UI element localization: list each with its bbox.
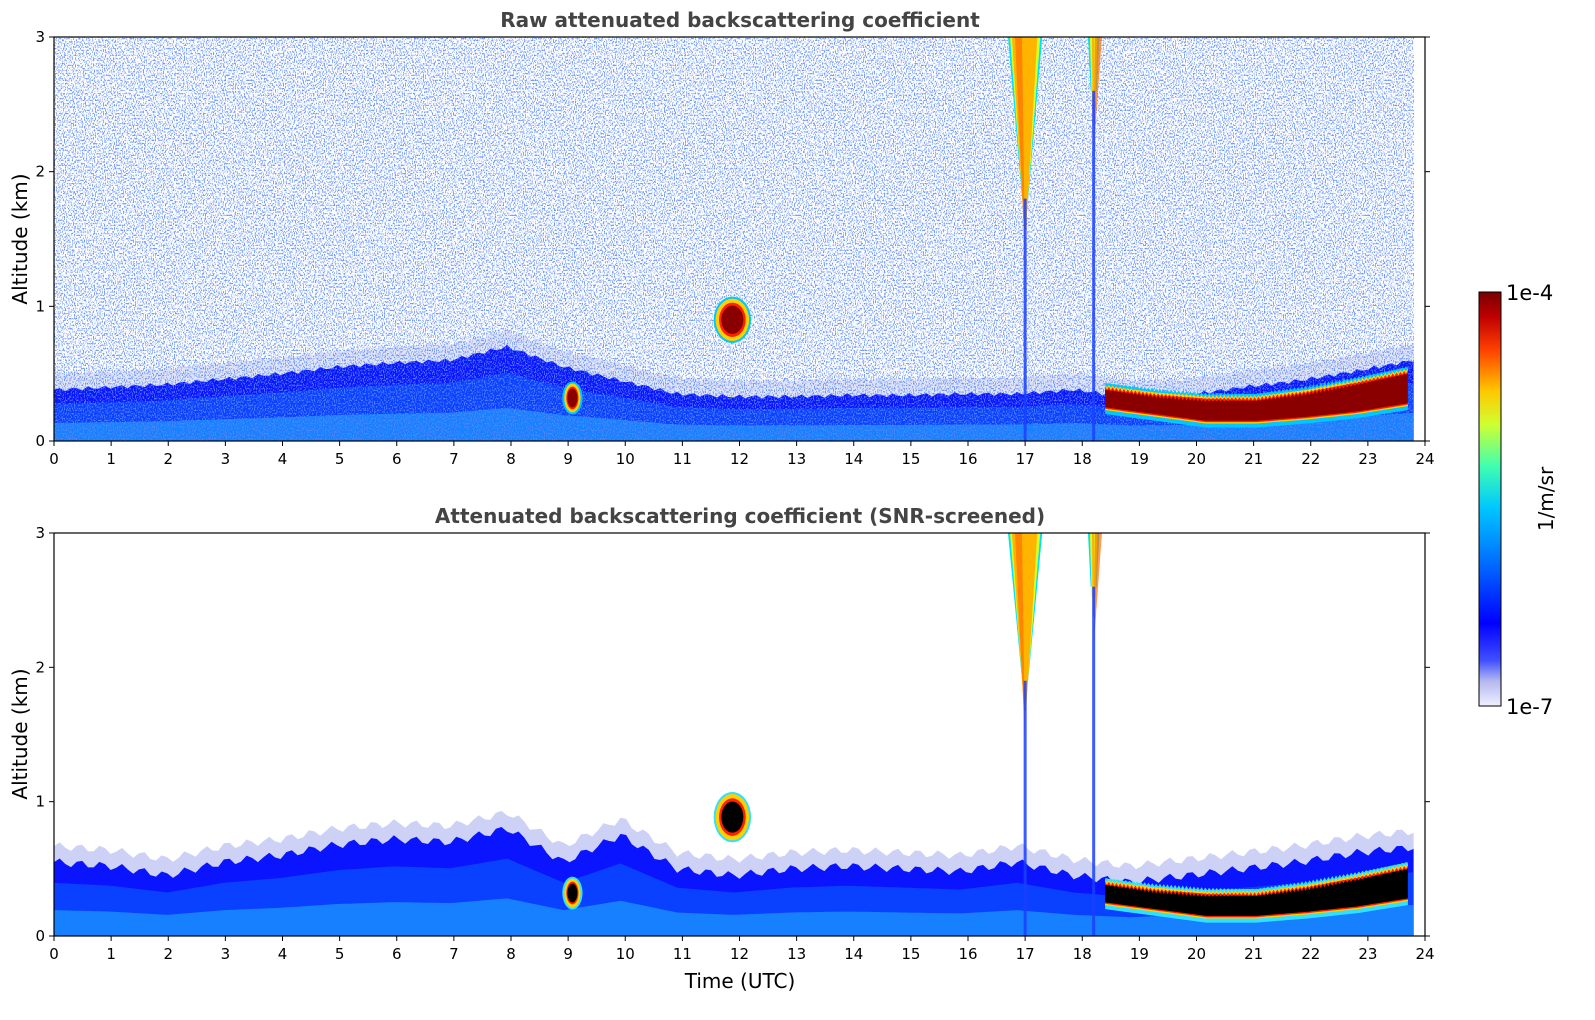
- x-tick-label: 24: [1415, 945, 1434, 963]
- x-tick-label: 10: [616, 945, 635, 963]
- x-tick-label: 20: [1187, 945, 1206, 963]
- snr-screened-panel: Attenuated backscattering coefficient (S…: [8, 504, 1435, 993]
- x-tick-label: 13: [787, 945, 806, 963]
- x-tick-label: 18: [1073, 945, 1092, 963]
- x-tick-label: 6: [392, 450, 402, 468]
- x-tick-label: 17: [1016, 945, 1035, 963]
- cloud: [567, 388, 578, 408]
- x-tick-label: 20: [1187, 450, 1206, 468]
- panel-title: Attenuated backscattering coefficient (S…: [435, 504, 1045, 528]
- boundary-layer-surface: [54, 898, 1414, 936]
- colorbar: 1e-4 1e-7 1/m/sr: [1478, 281, 1558, 719]
- x-tick-label: 3: [221, 450, 231, 468]
- colorbar-gradient: [1478, 291, 1502, 707]
- x-axis-ticks: 0 1 2 3 4 5 6 7 8 9 10 11 12 13 14 15 16 17 18 19 20 21 22 23 24: [49, 441, 1435, 468]
- x-tick-label: 4: [278, 450, 288, 468]
- x-tick-label: 5: [335, 945, 345, 963]
- x-tick-label: 23: [1358, 945, 1377, 963]
- y-axis-ticks: 0 1 2 3: [35, 28, 1430, 450]
- x-tick-label: 9: [563, 450, 573, 468]
- heatmap-features: [562, 533, 1408, 936]
- y-axis-ticks: 0 1 2 3: [35, 524, 1430, 945]
- x-tick-label: 22: [1301, 945, 1320, 963]
- x-tick-label: 7: [449, 945, 459, 963]
- x-tick-label: 14: [844, 450, 863, 468]
- x-tick-label: 23: [1358, 450, 1377, 468]
- x-tick-label: 5: [335, 450, 345, 468]
- noise-field: [54, 37, 1414, 441]
- x-tick-label: 0: [49, 945, 59, 963]
- x-tick-label: 1: [106, 945, 116, 963]
- x-axis-label: Time (UTC): [684, 969, 796, 993]
- y-tick-label: 2: [35, 658, 45, 676]
- y-tick-label: 0: [35, 432, 45, 450]
- x-tick-label: 19: [1130, 450, 1149, 468]
- x-tick-label: 22: [1301, 450, 1320, 468]
- y-tick-label: 3: [35, 524, 45, 542]
- x-tick-label: 17: [1016, 450, 1035, 468]
- x-tick-label: 19: [1130, 945, 1149, 963]
- x-tick-label: 3: [221, 945, 231, 963]
- x-tick-label: 2: [163, 945, 173, 963]
- x-tick-label: 8: [506, 945, 516, 963]
- y-axis-label: Altitude (km): [8, 668, 32, 799]
- y-tick-label: 2: [35, 163, 45, 181]
- precipitation-column: [1092, 90, 1096, 441]
- panel-title: Raw attenuated backscattering coefficien…: [500, 8, 980, 32]
- x-tick-label: 9: [563, 945, 573, 963]
- precipitation-column: [1092, 586, 1096, 936]
- cloud: [721, 801, 744, 833]
- x-tick-label: 7: [449, 450, 459, 468]
- heatmap-background: [54, 810, 1414, 936]
- precipitation-column: [1023, 198, 1027, 441]
- x-tick-label: 21: [1244, 945, 1263, 963]
- x-tick-label: 15: [901, 450, 920, 468]
- x-tick-label: 4: [278, 945, 288, 963]
- x-tick-label: 2: [163, 450, 173, 468]
- heatmap-features: [562, 37, 1408, 441]
- x-tick-label: 16: [958, 450, 977, 468]
- x-tick-label: 16: [958, 945, 977, 963]
- cloud-layer: [1105, 372, 1408, 421]
- x-tick-label: 14: [844, 945, 863, 963]
- x-tick-label: 18: [1073, 450, 1092, 468]
- precipitation-column: [1023, 680, 1027, 936]
- x-tick-label: 12: [730, 450, 749, 468]
- x-tick-label: 11: [673, 945, 692, 963]
- colorbar-max-label: 1e-4: [1506, 281, 1553, 305]
- colorbar-unit-label: 1/m/sr: [1534, 466, 1558, 531]
- raw-backscatter-panel: Raw attenuated backscattering coefficien…: [8, 8, 1435, 468]
- x-axis-ticks: 0 1 2 3 4 5 6 7 8 9 10 11 12 13 14 15 16 17 18 19 20 21 22 23 24: [49, 936, 1435, 963]
- precipitation-streak: [1014, 533, 1026, 741]
- x-tick-label: 6: [392, 945, 402, 963]
- cloud: [721, 305, 744, 334]
- x-tick-label: 13: [787, 450, 806, 468]
- x-tick-label: 10: [616, 450, 635, 468]
- x-tick-label: 24: [1415, 450, 1434, 468]
- y-tick-label: 0: [35, 927, 45, 945]
- y-axis-label: Altitude (km): [8, 173, 32, 304]
- precipitation-streak: [1093, 533, 1102, 647]
- x-tick-label: 11: [673, 450, 692, 468]
- x-tick-label: 12: [730, 945, 749, 963]
- plot-area: [53, 36, 1426, 442]
- cloud: [567, 883, 578, 903]
- x-tick-label: 1: [106, 450, 116, 468]
- y-tick-label: 3: [35, 28, 45, 46]
- precipitation-streak: [1014, 37, 1026, 259]
- plot-area: [53, 532, 1426, 937]
- x-tick-label: 8: [506, 450, 516, 468]
- colorbar-min-label: 1e-7: [1506, 695, 1553, 719]
- y-tick-label: 1: [35, 793, 45, 811]
- y-tick-label: 1: [35, 297, 45, 315]
- x-tick-label: 0: [49, 450, 59, 468]
- x-tick-label: 21: [1244, 450, 1263, 468]
- precipitation-streak: [1093, 37, 1102, 151]
- x-tick-label: 15: [901, 945, 920, 963]
- cloud-layer: [1105, 868, 1408, 916]
